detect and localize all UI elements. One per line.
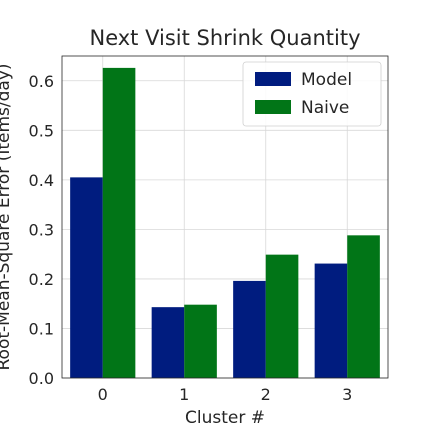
y-tick-label: 0.5 xyxy=(29,121,54,140)
legend-swatch-model xyxy=(255,72,291,86)
x-axis-ticks: 0 1 2 3 xyxy=(98,385,353,404)
chart-title: Next Visit Shrink Quantity xyxy=(89,26,360,50)
legend-swatch-naive xyxy=(255,100,291,114)
plot-frame xyxy=(61,55,389,379)
bar-naive-3 xyxy=(347,235,380,378)
y-tick-label: 0.1 xyxy=(29,319,54,338)
y-axis-ticks: 0.0 0.1 0.2 0.3 0.4 0.5 0.6 xyxy=(29,72,54,388)
legend-label-naive: Naive xyxy=(301,98,349,118)
y-tick-label: 0.2 xyxy=(29,270,54,289)
bar-model-2 xyxy=(233,280,266,378)
y-tick-label: 0.3 xyxy=(29,220,54,239)
legend-label-model: Model xyxy=(301,70,352,90)
bar-naive-1 xyxy=(184,304,217,378)
y-tick-label: 0.0 xyxy=(29,369,54,388)
bars-group xyxy=(70,67,380,379)
bar-naive-2 xyxy=(265,254,299,378)
y-axis-label: Root-Mean-Square Error (Items/day) xyxy=(0,63,14,370)
y-tick-label: 0.4 xyxy=(29,171,54,190)
y-tick-label: 0.6 xyxy=(29,72,54,91)
x-axis-label: Cluster # xyxy=(185,408,265,428)
x-tick-label: 3 xyxy=(342,385,352,404)
legend: Model Naive xyxy=(242,61,382,127)
x-tick-label: 1 xyxy=(179,385,189,404)
bar-model-3 xyxy=(314,263,348,378)
bar-model-0 xyxy=(70,177,103,378)
x-tick-label: 0 xyxy=(98,385,108,404)
bar-model-1 xyxy=(151,307,185,378)
bar-naive-0 xyxy=(102,67,136,379)
x-tick-label: 2 xyxy=(261,385,271,404)
